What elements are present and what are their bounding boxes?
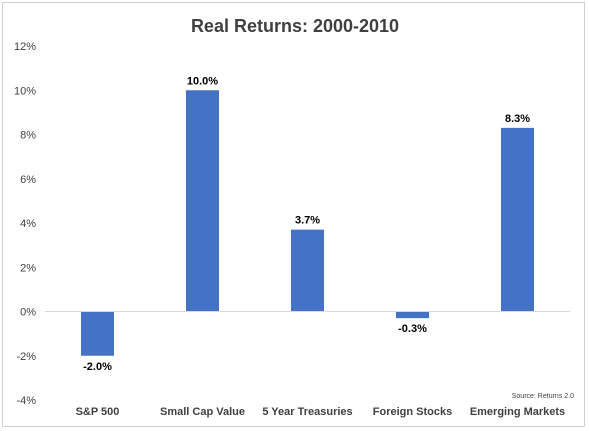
y-axis: 12% 10% 8% 6% 4% 2% 0% -2% -4% <box>14 41 36 407</box>
y-tick-label: 12% <box>14 41 36 53</box>
y-tick-label: -4% <box>16 395 36 407</box>
x-tick-label: Emerging Markets <box>470 406 565 418</box>
bar <box>81 311 114 356</box>
bar <box>291 229 324 312</box>
bars <box>81 90 534 356</box>
y-tick-label: 8% <box>20 130 36 142</box>
y-tick-label: 6% <box>20 174 36 186</box>
y-tick-label: 2% <box>20 262 36 274</box>
x-tick-label: Foreign Stocks <box>373 406 452 418</box>
data-label: -0.3% <box>398 323 427 335</box>
data-label: 10.0% <box>187 75 218 87</box>
x-tick-label: 5 Year Treasuries <box>262 406 352 418</box>
y-tick-label: -2% <box>16 351 36 363</box>
data-labels: -2.0% 10.0% 3.7% -0.3% 8.3% <box>83 75 530 373</box>
chart-frame <box>2 2 585 427</box>
source-note: Source: Returns 2.0 <box>512 393 574 400</box>
x-tick-label: Small Cap Value <box>160 406 245 418</box>
y-tick-label: 4% <box>20 218 36 230</box>
bar <box>186 90 219 312</box>
y-tick-label: 0% <box>20 307 36 319</box>
data-label: 8.3% <box>505 113 530 125</box>
chart-title: Real Returns: 2000-2010 <box>191 16 399 36</box>
x-tick-label: S&P 500 <box>76 406 120 418</box>
y-tick-label: 10% <box>14 85 36 97</box>
x-axis: S&P 500 Small Cap Value 5 Year Treasuries F… <box>76 406 566 418</box>
bar <box>396 311 429 319</box>
data-label: -2.0% <box>83 361 112 373</box>
data-label: 3.7% <box>295 215 320 227</box>
bar <box>501 127 534 312</box>
